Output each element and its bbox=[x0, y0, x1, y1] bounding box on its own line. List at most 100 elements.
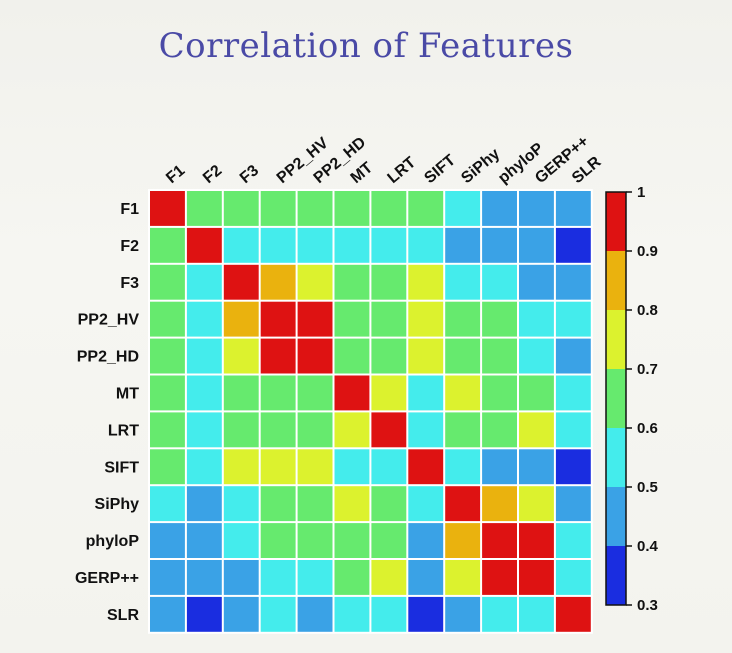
heatmap-cell bbox=[371, 338, 407, 374]
heatmap-cell bbox=[223, 596, 259, 632]
heatmap-cell bbox=[371, 449, 407, 485]
chart-title: Correlation of Features bbox=[158, 26, 574, 66]
heatmap-cell bbox=[482, 412, 517, 448]
colorbar-tick-label: 0.6 bbox=[637, 420, 658, 437]
heatmap-cell bbox=[150, 227, 185, 263]
heatmap-cell bbox=[260, 227, 296, 263]
colorbar-segment bbox=[606, 546, 626, 605]
heatmap-cell bbox=[482, 191, 517, 226]
heatmap-cell bbox=[555, 264, 591, 300]
colorbar-segment bbox=[606, 428, 626, 487]
heatmap-cell bbox=[482, 523, 517, 558]
heatmap-cell bbox=[223, 375, 259, 411]
heatmap-cell bbox=[223, 264, 259, 300]
heatmap-cell bbox=[482, 264, 517, 300]
heatmap-cell bbox=[150, 560, 185, 595]
heatmap-cell bbox=[408, 191, 444, 226]
heatmap-cell bbox=[334, 449, 370, 485]
heatmap-cell bbox=[186, 338, 222, 374]
colorbar-segment bbox=[606, 192, 626, 251]
column-label: F1 bbox=[163, 162, 188, 187]
heatmap-cell bbox=[334, 375, 370, 411]
heatmap-cell bbox=[555, 449, 591, 485]
heatmap-cell bbox=[260, 412, 296, 448]
colorbar-tick-label: 0.8 bbox=[637, 302, 658, 319]
heatmap-cell bbox=[408, 375, 444, 411]
heatmap-cell bbox=[519, 301, 554, 337]
heatmap-cell bbox=[260, 264, 296, 300]
colorbar-segment bbox=[606, 251, 626, 310]
column-label: MT bbox=[348, 159, 377, 187]
heatmap-cell bbox=[555, 412, 591, 448]
colorbar-segment bbox=[606, 369, 626, 428]
heatmap-cell bbox=[260, 338, 296, 374]
heatmap-cell bbox=[223, 486, 259, 522]
heatmap-cell bbox=[334, 560, 370, 595]
heatmap-cell bbox=[334, 412, 370, 448]
colorbar-tick-label: 0.5 bbox=[637, 479, 658, 496]
heatmap-cell bbox=[297, 338, 333, 374]
heatmap-cell bbox=[519, 449, 554, 485]
heatmap-cell bbox=[260, 523, 296, 558]
heatmap-cell bbox=[445, 264, 481, 300]
heatmap-cell bbox=[445, 301, 481, 337]
heatmap-cell bbox=[371, 264, 407, 300]
heatmap-cell bbox=[371, 412, 407, 448]
colorbar-frame bbox=[605, 191, 627, 606]
heatmap-cell bbox=[482, 375, 517, 411]
heatmap-cell bbox=[408, 227, 444, 263]
heatmap-cell bbox=[260, 449, 296, 485]
heatmap-cell bbox=[408, 449, 444, 485]
heatmap-cell bbox=[223, 560, 259, 595]
heatmap-cell bbox=[371, 523, 407, 558]
heatmap-cell bbox=[482, 449, 517, 485]
heatmap-cell bbox=[186, 412, 222, 448]
row-label: SiPhy bbox=[95, 496, 140, 513]
heatmap-cell bbox=[408, 264, 444, 300]
heatmap-cell bbox=[555, 486, 591, 522]
colorbar-tick-label: 1 bbox=[637, 184, 645, 201]
heatmap-cell bbox=[150, 523, 185, 558]
heatmap-cell bbox=[186, 227, 222, 263]
colorbar-segment bbox=[606, 487, 626, 546]
heatmap-cell bbox=[297, 449, 333, 485]
heatmap-cell bbox=[334, 338, 370, 374]
row-label: SIFT bbox=[104, 459, 139, 476]
heatmap-cell bbox=[334, 486, 370, 522]
heatmap-cell bbox=[445, 523, 481, 558]
row-label: PP2_HV bbox=[78, 312, 140, 329]
column-label: F3 bbox=[237, 162, 262, 187]
heatmap-cell bbox=[555, 375, 591, 411]
heatmap-cell bbox=[297, 264, 333, 300]
heatmap-cell bbox=[408, 301, 444, 337]
heatmap-cell bbox=[371, 301, 407, 337]
heatmap-cell bbox=[519, 338, 554, 374]
heatmap-cell bbox=[223, 301, 259, 337]
heatmap-cell bbox=[334, 301, 370, 337]
heatmap-cell bbox=[519, 596, 554, 632]
heatmap-cell bbox=[150, 486, 185, 522]
heatmap-cell bbox=[519, 264, 554, 300]
heatmap-cell bbox=[555, 523, 591, 558]
heatmap-cell bbox=[408, 523, 444, 558]
heatmap-cell bbox=[555, 191, 591, 226]
heatmap-cell bbox=[150, 338, 185, 374]
heatmap-cell bbox=[482, 301, 517, 337]
heatmap-cell bbox=[260, 191, 296, 226]
heatmap-cell bbox=[223, 191, 259, 226]
heatmap-cell bbox=[445, 486, 481, 522]
heatmap-cell bbox=[186, 264, 222, 300]
heatmap-cell bbox=[223, 449, 259, 485]
grid-background bbox=[148, 189, 593, 634]
column-label: F2 bbox=[200, 162, 225, 187]
row-label: F3 bbox=[120, 275, 139, 292]
heatmap-cell bbox=[186, 301, 222, 337]
heatmap-cell bbox=[297, 412, 333, 448]
row-label: phyloP bbox=[86, 533, 140, 550]
heatmap-cells bbox=[148, 189, 593, 634]
heatmap-cell bbox=[334, 227, 370, 263]
colorbar-tick-label: 0.9 bbox=[637, 243, 658, 260]
